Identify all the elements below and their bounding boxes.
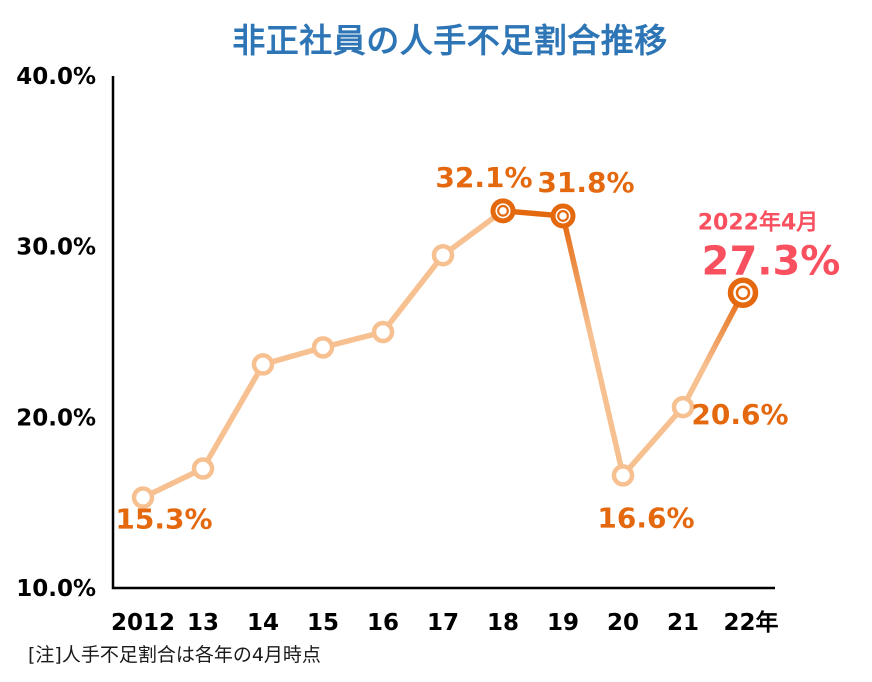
point-label-2022: 27.3% bbox=[702, 239, 841, 285]
data-point-2013 bbox=[191, 457, 215, 480]
y-tick-30: 30.0% bbox=[16, 235, 96, 261]
x-tick-2021: 21 bbox=[667, 610, 699, 636]
point-annotation-2022: 2022年4月 bbox=[698, 210, 819, 236]
x-tick-2017: 17 bbox=[427, 610, 459, 636]
data-point-2012 bbox=[131, 486, 155, 509]
data-point-2014 bbox=[251, 353, 275, 376]
y-tick-10: 10.0% bbox=[16, 576, 96, 602]
series-segment-2020-2021 bbox=[620, 404, 686, 479]
data-point-2016 bbox=[371, 320, 395, 344]
y-tick-40: 40.0% bbox=[16, 64, 96, 90]
point-label-2021: 20.6% bbox=[691, 398, 788, 431]
x-tick-2016: 16 bbox=[367, 610, 399, 636]
series-segment-2013-2014 bbox=[200, 361, 266, 472]
chart-note: [注]人手不足割合は各年の4月時点 bbox=[28, 644, 321, 666]
chart-title: 非正社員の人手不足割合推移 bbox=[232, 21, 668, 60]
data-point-2017 bbox=[431, 243, 455, 267]
x-tick-2018: 18 bbox=[487, 610, 519, 636]
x-tick-2014: 14 bbox=[247, 610, 279, 636]
point-label-2012: 15.3% bbox=[115, 503, 212, 536]
axes bbox=[111, 76, 775, 590]
data-point-2022 bbox=[727, 277, 759, 308]
series-segment-2016-2017 bbox=[380, 252, 446, 335]
data-point-2020 bbox=[611, 464, 635, 487]
point-label-2018: 32.1% bbox=[435, 161, 532, 194]
point-label-2020: 16.6% bbox=[597, 501, 694, 534]
data-point-2015 bbox=[311, 336, 335, 359]
x-tick-2019: 19 bbox=[547, 610, 579, 636]
point-label-2019: 31.8% bbox=[537, 166, 634, 199]
series-segment-2021-2022 bbox=[680, 289, 746, 410]
series-segment-2019-2020 bbox=[560, 213, 626, 479]
x-tick-2020: 20 bbox=[607, 610, 639, 636]
data-point-2019 bbox=[550, 203, 576, 229]
x-tick-2013: 13 bbox=[187, 610, 219, 636]
x-tick-2012: 2012 bbox=[111, 610, 175, 636]
y-tick-20: 20.0% bbox=[16, 405, 96, 431]
x-tick-2022: 22年 bbox=[723, 609, 778, 636]
data-point-2018 bbox=[490, 198, 516, 224]
x-tick-2015: 15 bbox=[307, 610, 339, 636]
data-point-2021 bbox=[671, 395, 695, 419]
